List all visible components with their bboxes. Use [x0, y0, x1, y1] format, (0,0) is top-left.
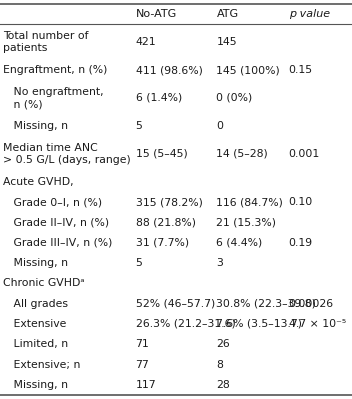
Text: 0.001: 0.001 [289, 149, 320, 159]
Text: All grades: All grades [3, 298, 68, 308]
Text: 117: 117 [136, 380, 156, 390]
Text: Total number of
patients: Total number of patients [3, 31, 88, 53]
Text: 26: 26 [216, 339, 230, 349]
Text: 77: 77 [136, 359, 149, 369]
Text: 421: 421 [136, 37, 156, 47]
Text: No engraftment,
   n (%): No engraftment, n (%) [3, 87, 103, 109]
Text: 0: 0 [216, 121, 224, 131]
Text: 30.8% (22.3–39.8): 30.8% (22.3–39.8) [216, 298, 316, 308]
Text: 0 (0%): 0 (0%) [216, 93, 253, 103]
Text: 5: 5 [136, 121, 143, 131]
Text: 21 (15.3%): 21 (15.3%) [216, 217, 276, 227]
Text: 14 (5–28): 14 (5–28) [216, 149, 268, 159]
Text: 5: 5 [136, 258, 143, 268]
Text: No-ATG: No-ATG [136, 9, 177, 19]
Text: 315 (78.2%): 315 (78.2%) [136, 197, 202, 207]
Text: 26.3% (21.2–31.6): 26.3% (21.2–31.6) [136, 319, 235, 329]
Text: Grade II–IV, n (%): Grade II–IV, n (%) [3, 217, 109, 227]
Text: 0.15: 0.15 [289, 65, 313, 75]
Text: 0.00026: 0.00026 [289, 298, 334, 308]
Text: Grade III–IV, n (%): Grade III–IV, n (%) [3, 238, 112, 248]
Text: 28: 28 [216, 380, 230, 390]
Text: 6 (1.4%): 6 (1.4%) [136, 93, 182, 103]
Text: 145 (100%): 145 (100%) [216, 65, 280, 75]
Text: Acute GVHD,: Acute GVHD, [3, 177, 74, 187]
Text: Chronic GVHDᵃ: Chronic GVHDᵃ [3, 278, 84, 288]
Text: 0.19: 0.19 [289, 238, 313, 248]
Text: Missing, n: Missing, n [3, 380, 68, 390]
Text: 0.10: 0.10 [289, 197, 313, 207]
Text: 52% (46–57.7): 52% (46–57.7) [136, 298, 215, 308]
Text: 31 (7.7%): 31 (7.7%) [136, 238, 189, 248]
Text: 411 (98.6%): 411 (98.6%) [136, 65, 202, 75]
Text: Engraftment, n (%): Engraftment, n (%) [3, 65, 107, 75]
Text: 71: 71 [136, 339, 149, 349]
Text: Limited, n: Limited, n [3, 339, 68, 349]
Text: ATG: ATG [216, 9, 239, 19]
Text: 15 (5–45): 15 (5–45) [136, 149, 187, 159]
Text: Grade 0–I, n (%): Grade 0–I, n (%) [3, 197, 102, 207]
Text: 145: 145 [216, 37, 237, 47]
Text: Median time ANC
> 0.5 G/L (days, range): Median time ANC > 0.5 G/L (days, range) [3, 142, 131, 165]
Text: 3: 3 [216, 258, 224, 268]
Text: 7.6% (3.5–13.7): 7.6% (3.5–13.7) [216, 319, 302, 329]
Text: p value: p value [289, 9, 330, 19]
Text: 88 (21.8%): 88 (21.8%) [136, 217, 195, 227]
Text: Extensive: Extensive [3, 319, 66, 329]
Text: 116 (84.7%): 116 (84.7%) [216, 197, 283, 207]
Text: Missing, n: Missing, n [3, 258, 68, 268]
Text: 4.7 × 10⁻⁵: 4.7 × 10⁻⁵ [289, 319, 346, 329]
Text: 6 (4.4%): 6 (4.4%) [216, 238, 263, 248]
Text: Missing, n: Missing, n [3, 121, 68, 131]
Text: 8: 8 [216, 359, 224, 369]
Text: Extensive; n: Extensive; n [3, 359, 80, 369]
